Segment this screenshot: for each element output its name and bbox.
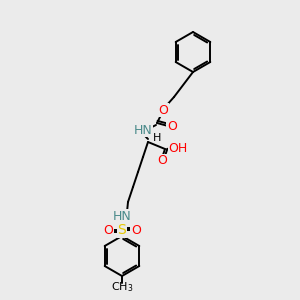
Text: O: O xyxy=(131,224,141,236)
Text: H: H xyxy=(153,133,161,143)
Text: O: O xyxy=(103,224,113,236)
Text: S: S xyxy=(118,223,126,237)
Text: O: O xyxy=(158,103,168,116)
Text: O: O xyxy=(167,121,177,134)
Text: CH$_3$: CH$_3$ xyxy=(111,280,133,294)
Text: O: O xyxy=(157,154,167,167)
Text: OH: OH xyxy=(168,142,188,154)
Text: HN: HN xyxy=(134,124,152,136)
Text: HN: HN xyxy=(112,209,131,223)
